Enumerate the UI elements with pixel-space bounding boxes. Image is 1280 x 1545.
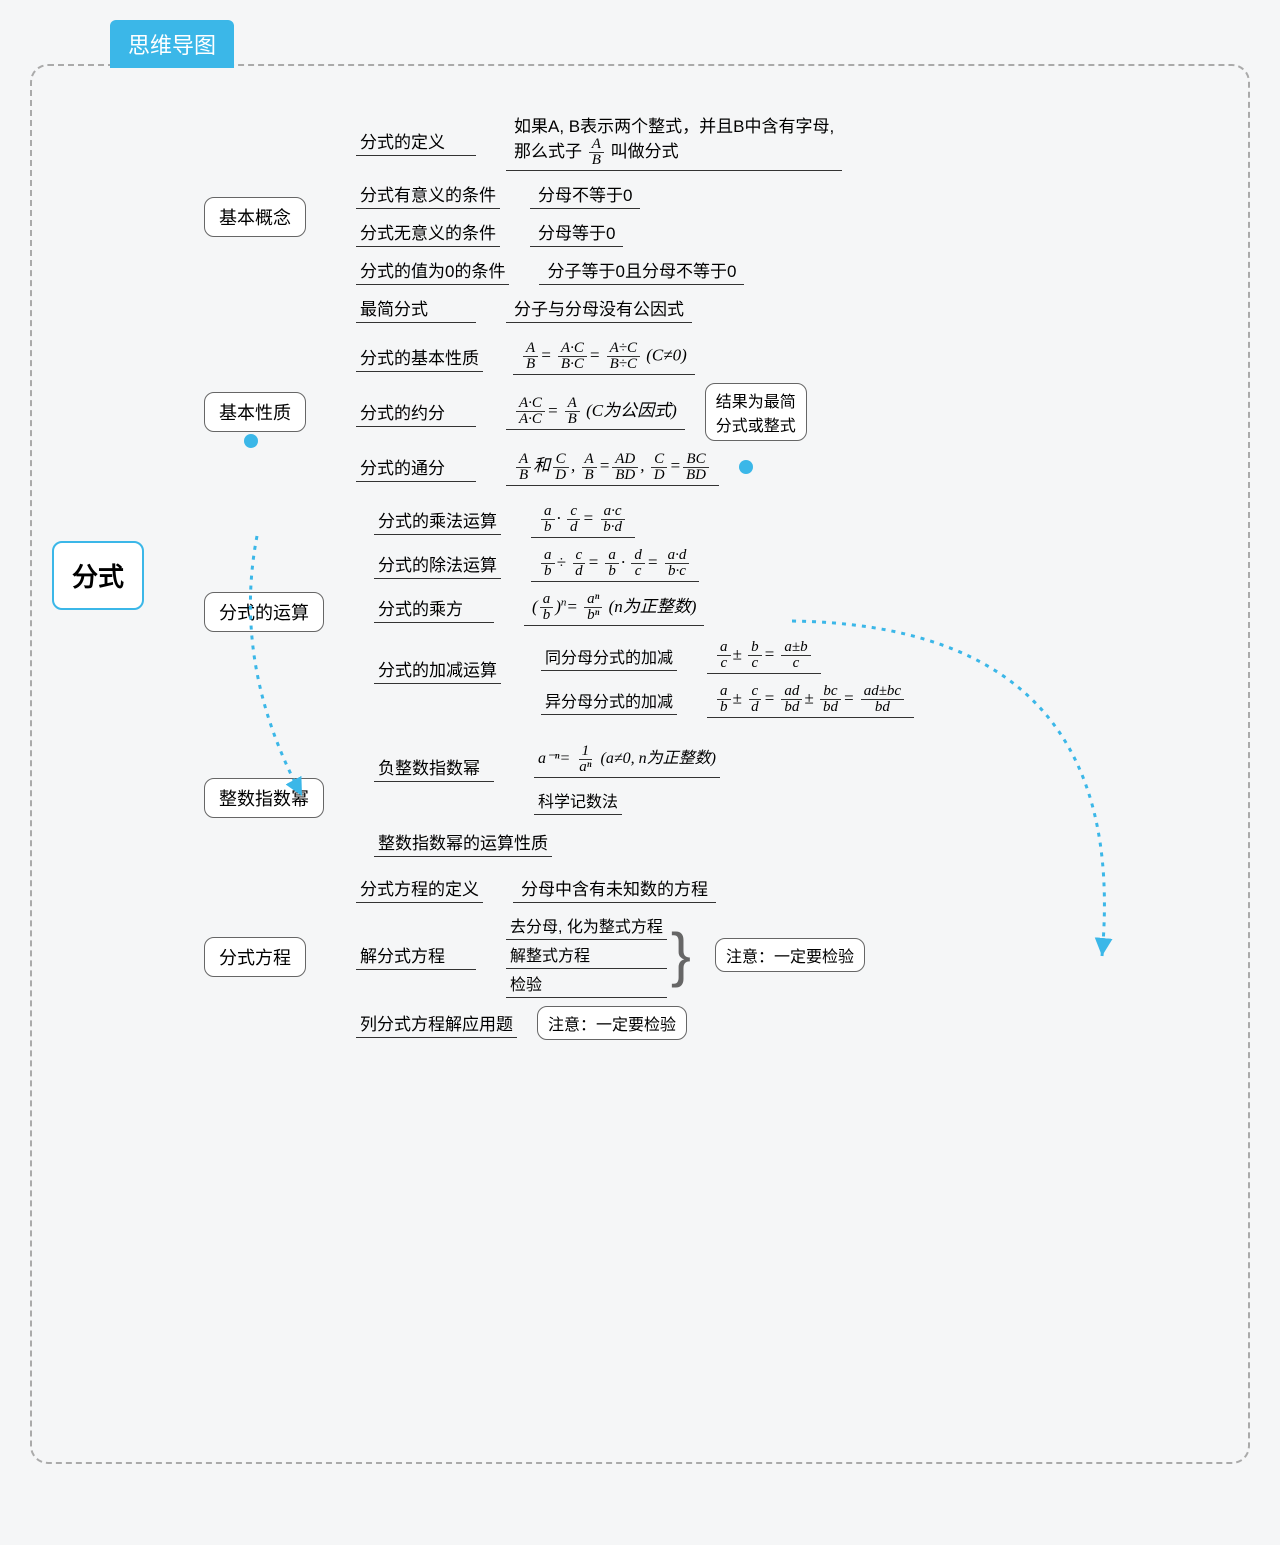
mindmap-root-row: 分式 基本概念 分式的定义 如果A, B表示两个整式，并且B中含有字母, 那么式… xyxy=(52,106,1228,1044)
leaf-div-formula: ab÷ cd= ab· dc= a·db·c xyxy=(531,546,699,582)
leaf-basic-prop: 分式的基本性质 xyxy=(356,342,483,372)
leaf-reduce: 分式的约分 xyxy=(356,397,476,427)
branch-basic-properties: 基本性质 分式的基本性质 AB= A·CB·C= A÷CB÷C (C≠0) xyxy=(204,335,914,490)
title-tab: 思维导图 xyxy=(110,20,234,68)
leaf-div: 分式的除法运算 xyxy=(374,549,501,579)
leaf-definition: 分式的定义 xyxy=(356,126,476,156)
leaf-pow: 分式的乘方 xyxy=(374,593,494,623)
leaf-eq-def: 分式方程的定义 xyxy=(356,873,483,903)
node-operations: 分式的运算 xyxy=(204,592,324,632)
leaf-solve-s1: 去分母, 化为整式方程 xyxy=(506,911,667,940)
leaf-same-denom-formula: ac± bc= a±bc xyxy=(707,638,821,674)
leaf-simplest-value: 分子与分母没有公因式 xyxy=(506,293,692,323)
branch-equations: 分式方程 分式方程的定义 分母中含有未知数的方程 解分式方程 去分母, 化为整式… xyxy=(204,869,914,1044)
leaf-solve-s2: 解整式方程 xyxy=(506,940,667,969)
leaf-meaningful: 分式有意义的条件 xyxy=(356,179,500,209)
leaf-int-exp-props: 整数指数幂的运算性质 xyxy=(374,827,552,857)
curly-bracket-icon: } xyxy=(671,937,691,973)
leaf-same-denom: 同分母分式的加减 xyxy=(541,642,677,671)
node-equations: 分式方程 xyxy=(204,937,306,977)
branch-operations: 分式的运算 分式的乘法运算 ab· cd= a·cb·d 分式的除法运算 ab xyxy=(204,498,914,727)
branch-integer-exp: 整数指数幂 负整数指数幂 a⁻ⁿ= 1aⁿ (a≠0, n为正整数) xyxy=(204,734,914,861)
leaf-reduce-formula: A·CA·C= AB (C为公因式) xyxy=(506,394,685,431)
leaf-meaningful-value: 分母不等于0 xyxy=(530,179,640,209)
leaf-meaningless: 分式无意义的条件 xyxy=(356,217,500,247)
dotted-arrow2-start-dot xyxy=(739,460,753,474)
leaf-neg-exp-formula: a⁻ⁿ= 1aⁿ (a≠0, n为正整数) xyxy=(534,742,720,778)
leaf-addsub: 分式的加减运算 xyxy=(374,654,501,684)
leaf-common-denom-formula: AB和CD, AB=ADBD, CD=BCBD xyxy=(506,449,719,486)
leaf-app-problem: 列分式方程解应用题 xyxy=(356,1008,517,1038)
leaf-diff-denom: 异分母分式的加减 xyxy=(541,686,677,715)
leaf-simplest: 最简分式 xyxy=(356,293,476,323)
leaf-pow-formula: (ab)n= aⁿbⁿ (n为正整数) xyxy=(524,590,704,627)
node-integer-exp: 整数指数幂 xyxy=(204,778,324,818)
leaf-diff-denom-formula: ab± cd= adbd± bcbd= ad±bcbd xyxy=(707,682,914,718)
leaf-basic-prop-formula: AB= A·CB·C= A÷CB÷C (C≠0) xyxy=(513,339,695,375)
note-app-check: 注意：一定要检验 xyxy=(537,1006,687,1040)
level1-column: 基本概念 分式的定义 如果A, B表示两个整式，并且B中含有字母, 那么式子 A… xyxy=(204,106,914,1044)
leaf-mult-formula: ab· cd= a·cb·d xyxy=(531,502,635,538)
leaf-solve-eq: 解分式方程 xyxy=(356,940,476,970)
leaf-mult: 分式的乘法运算 xyxy=(374,505,501,535)
dotted-arrow-start-dot xyxy=(244,434,258,448)
note-solve-check: 注意：一定要检验 xyxy=(715,938,865,972)
leaf-zero-value: 分子等于0且分母不等于0 xyxy=(539,255,744,285)
branch-basic-concepts: 基本概念 分式的定义 如果A, B表示两个整式，并且B中含有字母, 那么式子 A… xyxy=(204,106,914,327)
leaf-zero: 分式的值为0的条件 xyxy=(356,255,509,285)
leaf-neg-exp: 负整数指数幂 xyxy=(374,752,494,782)
leaf-meaningless-value: 分母等于0 xyxy=(530,217,623,247)
leaf-eq-def-value: 分母中含有未知数的方程 xyxy=(513,873,716,903)
diagram-frame: 分式 基本概念 分式的定义 如果A, B表示两个整式，并且B中含有字母, 那么式… xyxy=(30,64,1250,1464)
note-reduce: 结果为最简 分式或整式 xyxy=(705,383,807,441)
leaf-solve-s3: 检验 xyxy=(506,969,667,998)
root-node: 分式 xyxy=(52,541,144,610)
leaf-sci-notation: 科学记数法 xyxy=(534,786,622,815)
node-basic-concepts: 基本概念 xyxy=(204,197,306,237)
node-basic-properties: 基本性质 xyxy=(204,392,306,432)
leaf-definition-value: 如果A, B表示两个整式，并且B中含有字母, 那么式子 AB 叫做分式 xyxy=(506,110,842,171)
leaf-common-denom: 分式的通分 xyxy=(356,452,476,482)
